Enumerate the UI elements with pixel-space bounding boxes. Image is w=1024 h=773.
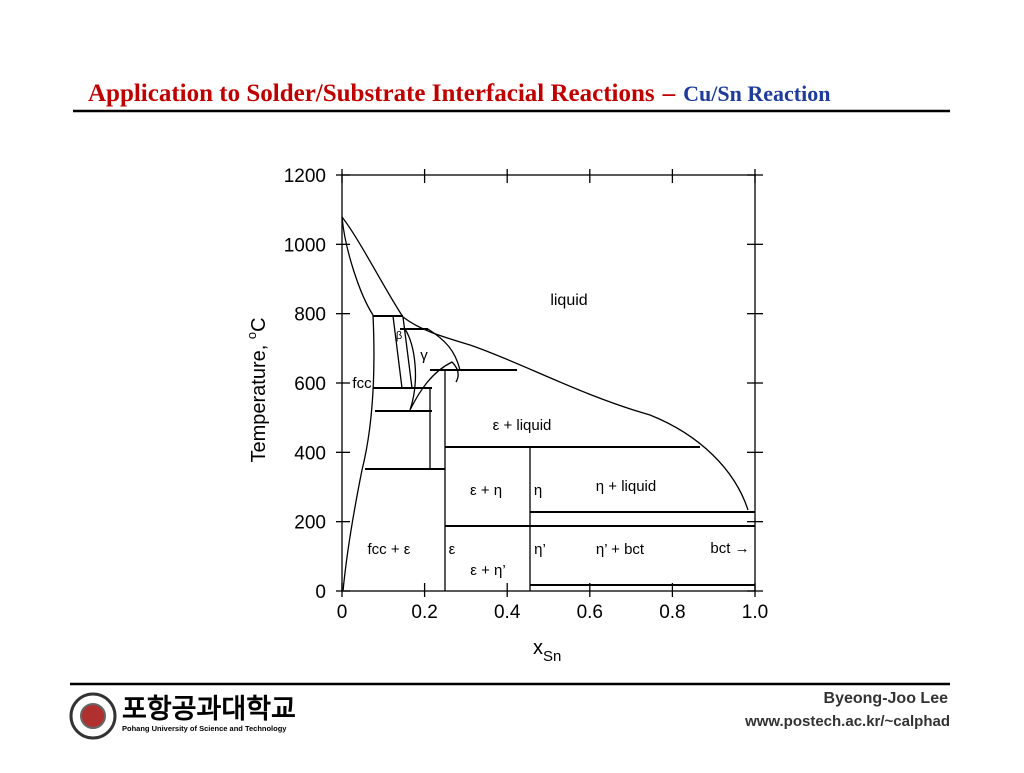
gamma-upper [427,328,461,371]
logo-center [80,703,106,729]
y-tick-label: 1200 [284,166,326,187]
y-label-unit: C [248,317,270,331]
y-tick-label: 0 [315,582,326,603]
phase-label: fcc [352,375,372,392]
x-tick-label: 0.2 [411,602,437,623]
phase-label: liquid [550,292,587,309]
phase-label: ε + liquid [493,417,552,434]
phase-verticals [429,370,531,591]
fcc-solvus [342,314,375,592]
subtitle: Cu/Sn Reaction [683,81,830,106]
beta-boundary [392,315,413,389]
university-english: Pohang University of Science and Technol… [122,724,287,733]
x-axis-label: xSn [533,637,561,665]
y-label-text: Temperature, [248,339,270,462]
phase-label: bct → [710,540,749,557]
author: Byeong-Joo Lee [824,690,949,707]
plot-frame [341,174,756,592]
phase-label: ε [449,541,456,558]
liquidus [341,216,749,511]
university-korean: 포항공과대학교 [122,694,296,724]
title: Application to Solder/Substrate Interfac… [88,80,830,107]
x-tick-label: 1.0 [742,602,768,623]
phase-lines [341,174,756,592]
title-main: Application to Solder/Substrate Interfac… [88,80,655,107]
y-tick-label: 600 [294,374,326,395]
phase-label: ε + η’ [470,562,505,579]
x-label-text: x [533,637,543,659]
phase-label: β [396,330,402,342]
phase-label: fcc + ε [368,541,411,558]
solidus [341,216,374,316]
y-tick-label: 400 [294,443,326,464]
phase-label: η + liquid [596,478,656,495]
x-tick-label: 0.4 [494,602,521,623]
url: www.postech.ac.kr/~calphad [744,713,950,730]
y-tick-label: 200 [294,513,326,534]
phase-label: η’ [534,541,546,558]
x-label-sub: Sn [543,648,561,665]
y-axis-label: Temperature, oC [244,317,270,462]
phase-label: η’ + bct [596,541,645,558]
x-tick-label: 0 [337,602,348,623]
y-label-sup: o [244,332,259,339]
title-dash: – [662,80,676,107]
y-tick-label: 800 [294,305,326,326]
x-tick-label: 0.8 [659,602,685,623]
x-tick-label: 0.6 [577,602,603,623]
phase-label: η [534,482,542,499]
phase-label: ε + η [470,482,502,499]
phase-label: γ [420,347,428,364]
logo [69,692,117,740]
y-tick-label: 1000 [284,235,326,256]
